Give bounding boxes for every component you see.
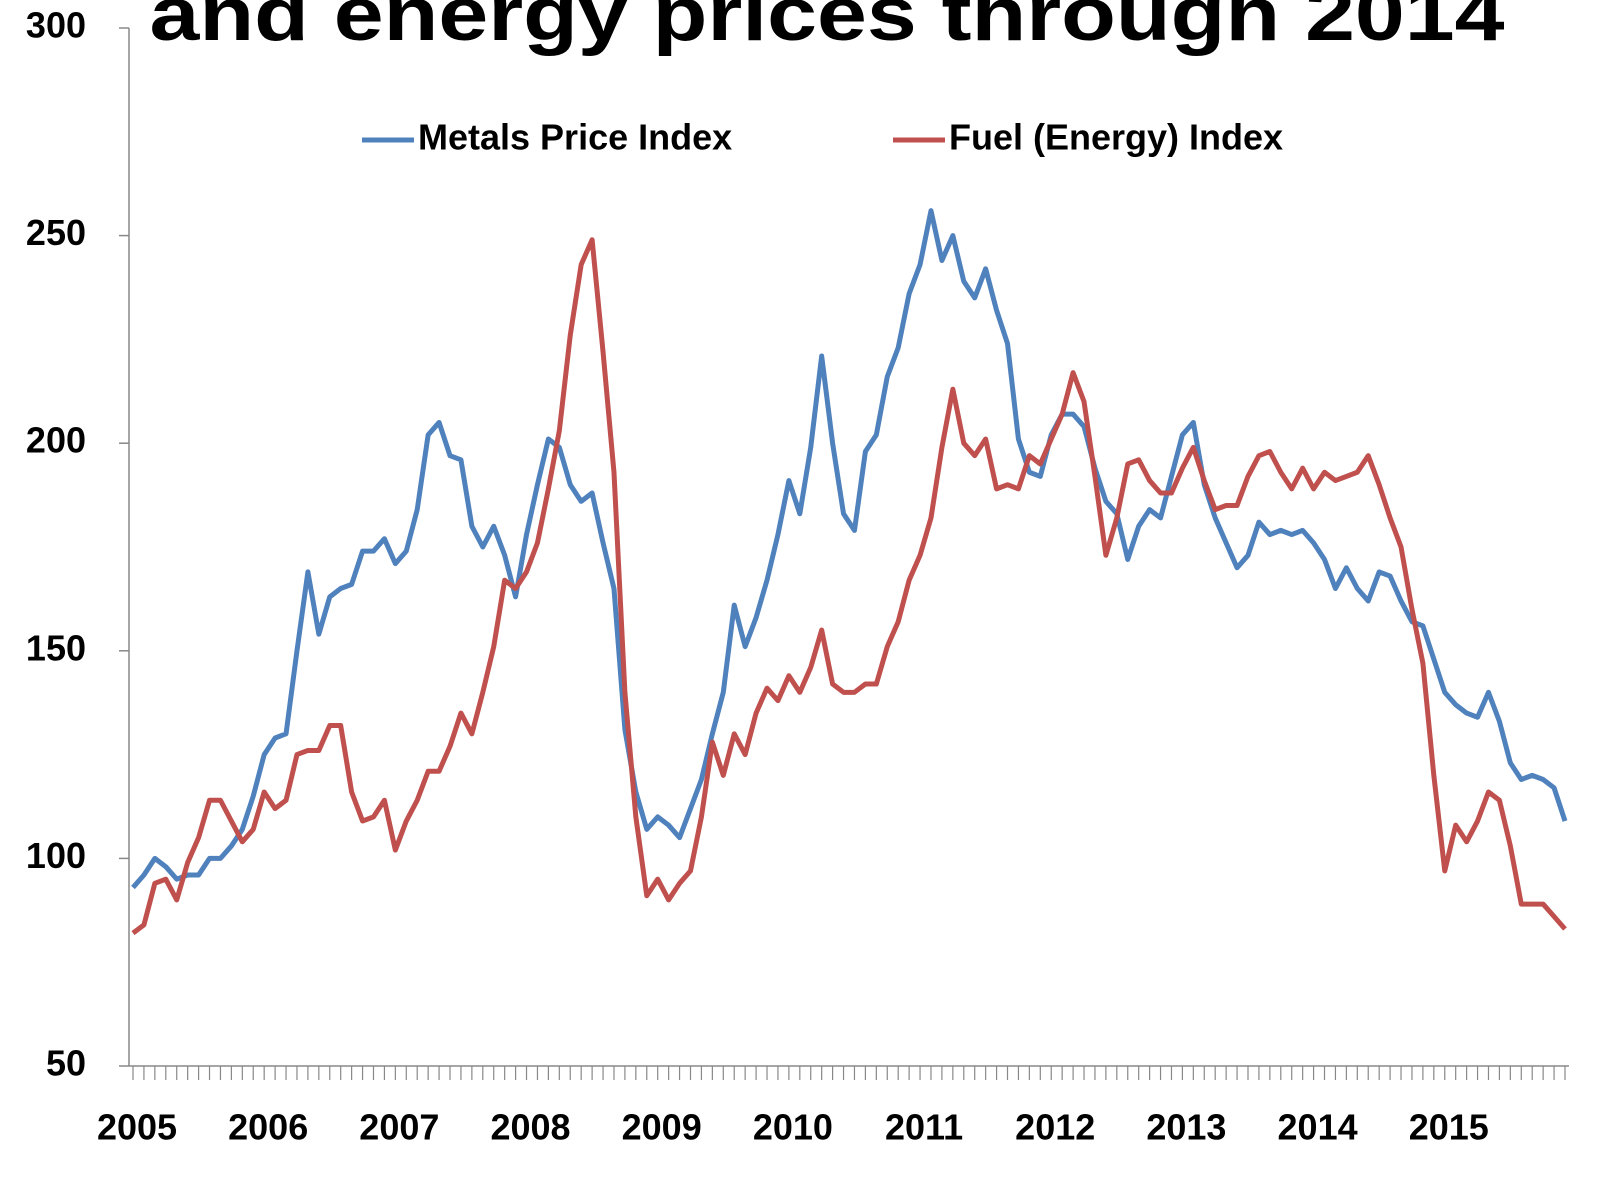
x-tick-label: 2015 <box>1409 1107 1489 1148</box>
x-tick-label: 2008 <box>490 1107 570 1148</box>
legend-label: Fuel (Energy) Index <box>949 117 1283 158</box>
x-tick-label: 2012 <box>1015 1107 1095 1148</box>
y-tick-label: 300 <box>26 5 86 46</box>
x-tick-label: 2014 <box>1278 1107 1358 1148</box>
y-tick-label: 50 <box>46 1043 86 1084</box>
y-tick-label: 100 <box>26 835 86 876</box>
x-tick-label: 2006 <box>228 1107 308 1148</box>
y-tick-label: 200 <box>26 420 86 461</box>
series-line <box>131 208 1568 890</box>
x-tick-label: 2013 <box>1146 1107 1226 1148</box>
x-tick-label: 2010 <box>753 1107 833 1148</box>
y-tick-label: 150 <box>26 627 86 668</box>
legend-label: Metals Price Index <box>418 117 732 158</box>
chart-title: and energy prices through 2014 <box>150 0 1505 57</box>
series-line <box>131 237 1567 936</box>
x-tick-label: 2011 <box>885 1107 963 1148</box>
x-tick-label: 2009 <box>622 1107 702 1148</box>
x-tick-label: 2007 <box>359 1107 439 1148</box>
x-tick-label: 2005 <box>97 1107 177 1148</box>
y-tick-label: 250 <box>26 212 86 253</box>
